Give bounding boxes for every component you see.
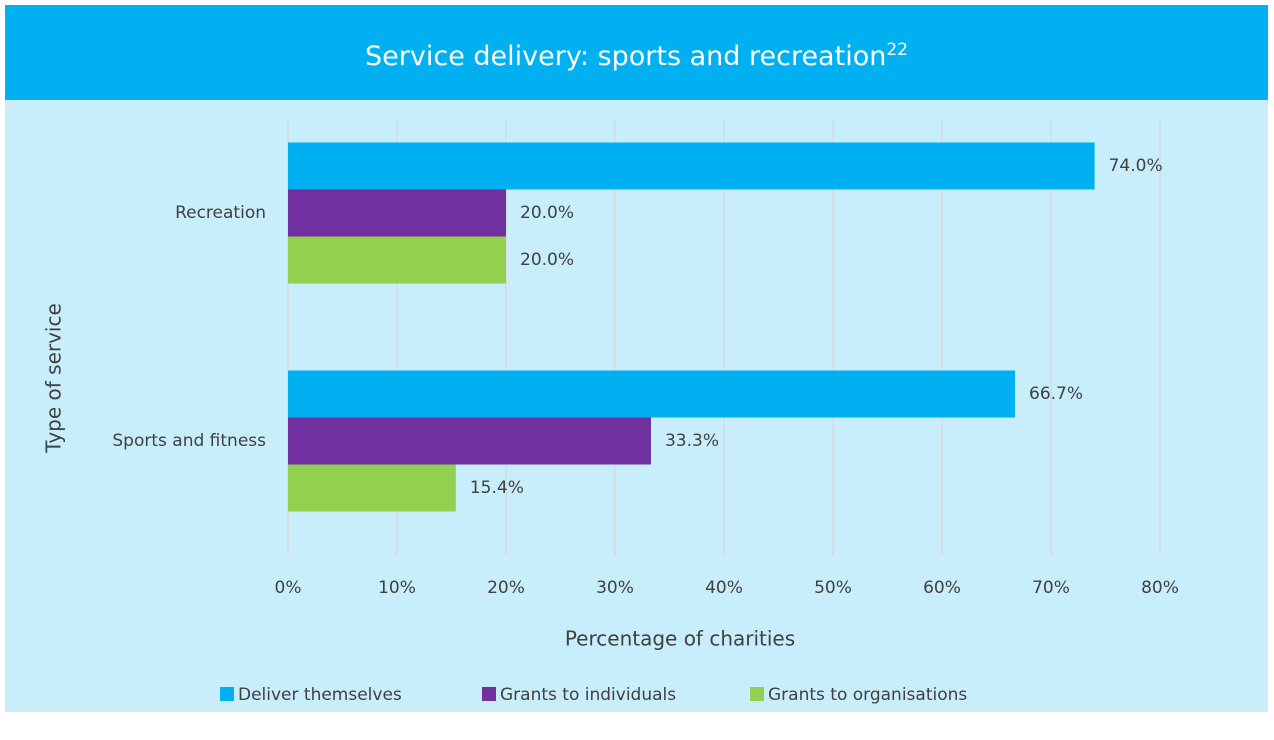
x-tick-label: 60% (923, 578, 961, 598)
x-tick-label: 30% (596, 578, 634, 598)
bar (288, 236, 506, 284)
bar (288, 142, 1095, 190)
legend-label: Grants to individuals (500, 685, 676, 705)
value-label: 66.7% (1029, 384, 1083, 404)
y-tick-label: Recreation (175, 203, 266, 223)
title-superscript: 22 (886, 40, 908, 60)
y-axis-title: Type of service (42, 303, 66, 454)
y-tick-label: Sports and fitness (112, 431, 266, 451)
bar (288, 189, 506, 237)
chart-title: Service delivery: sports and recreation (365, 41, 887, 72)
x-axis-title: Percentage of charities (565, 627, 795, 651)
legend-label: Grants to organisations (768, 685, 967, 705)
value-label: 20.0% (520, 203, 574, 223)
bar (288, 464, 456, 512)
value-label: 20.0% (520, 250, 574, 270)
bar (288, 370, 1016, 418)
x-tick-label: 20% (487, 578, 525, 598)
value-label: 15.4% (470, 478, 524, 498)
x-tick-label: 50% (814, 578, 852, 598)
legend-swatch (482, 687, 496, 701)
legend-swatch (220, 687, 234, 701)
title-bar: Service delivery: sports and recreation2… (5, 5, 1268, 100)
x-tick-label: 0% (275, 578, 302, 598)
legend-swatch (750, 687, 764, 701)
x-tick-label: 80% (1141, 578, 1179, 598)
x-tick-label: 10% (378, 578, 416, 598)
value-label: 74.0% (1109, 156, 1163, 176)
bar (288, 417, 651, 465)
legend-label: Deliver themselves (238, 685, 402, 705)
x-tick-label: 70% (1032, 578, 1070, 598)
x-tick-label: 40% (705, 578, 743, 598)
value-label: 33.3% (665, 431, 719, 451)
